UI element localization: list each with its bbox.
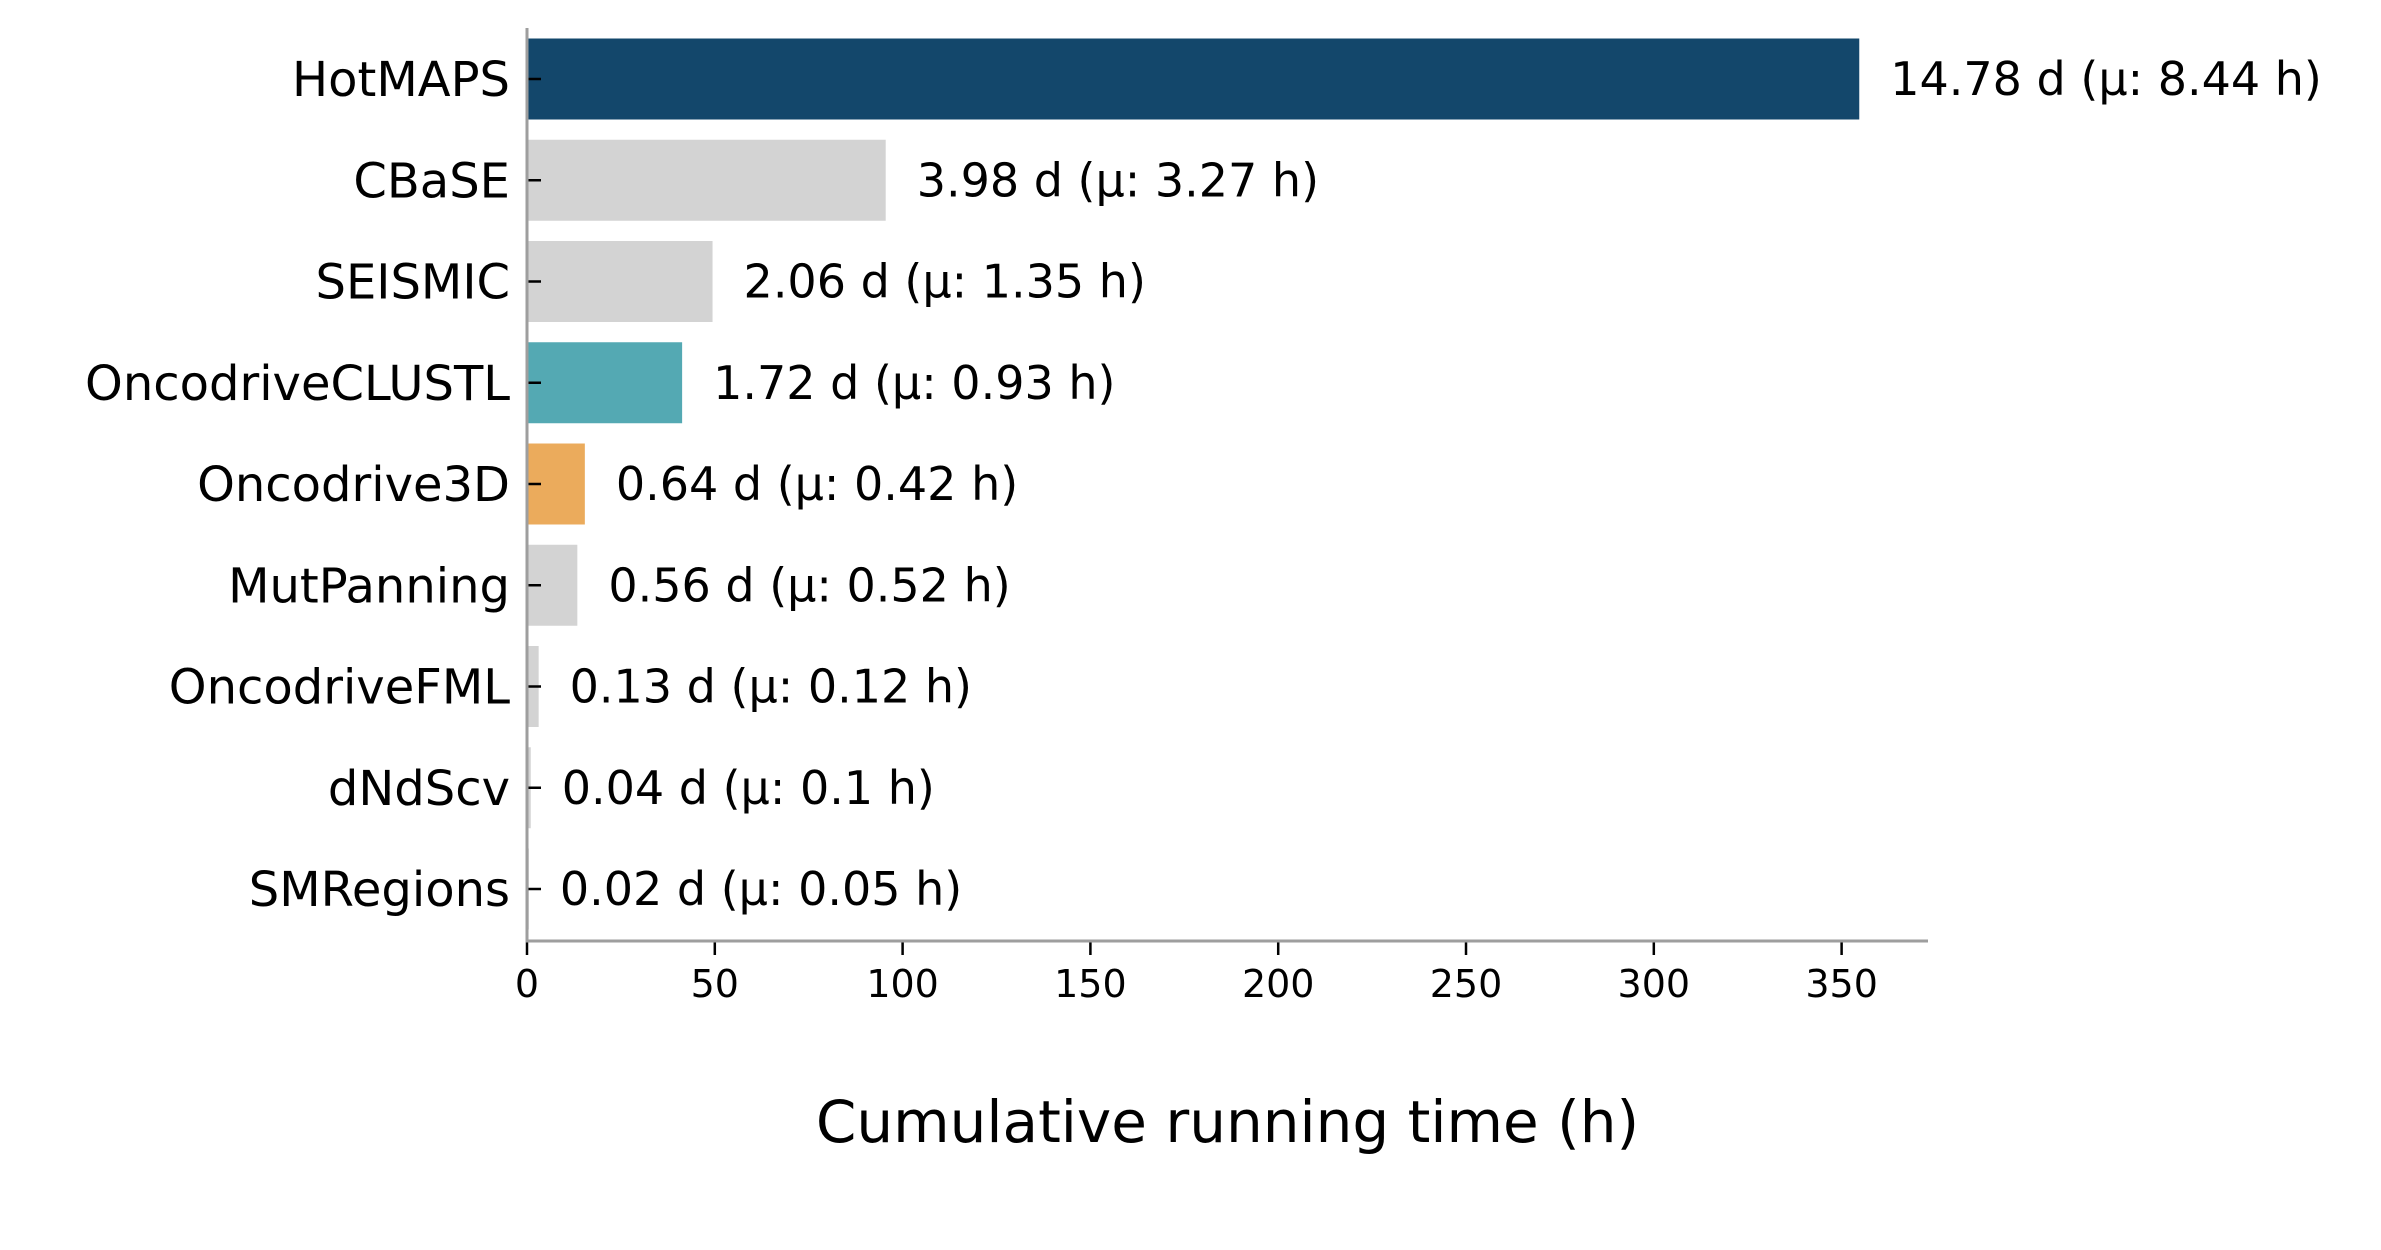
x-tick-label: 250 [1430,962,1503,1006]
x-tick-label: 150 [1054,962,1127,1006]
x-tick-label: 100 [866,962,939,1006]
x-axis-title: Cumulative running time (h) [816,1088,1639,1156]
category-label: dNdScv [328,761,510,817]
data-label: 1.72 d (μ: 0.93 h) [713,356,1115,410]
data-label: 3.98 d (μ: 3.27 h) [917,153,1319,207]
category-label: SEISMIC [315,255,510,311]
data-label: 0.02 d (μ: 0.05 h) [560,862,962,916]
bar-hotmaps [527,38,1860,120]
category-label: MutPanning [228,558,510,614]
category-label: OncodriveCLUSTL [85,356,510,412]
data-label: 0.64 d (μ: 0.42 h) [616,457,1018,511]
x-tick-label: 300 [1618,962,1691,1006]
data-label: 0.13 d (μ: 0.12 h) [570,660,972,714]
x-tick-label: 350 [1805,962,1878,1006]
category-label: OncodriveFML [169,660,510,716]
category-label: HotMAPS [292,52,510,108]
x-tick-label: 200 [1242,962,1315,1006]
category-labels: HotMAPS CBaSE SEISMIC OncodriveCLUSTL Oncodr… [85,52,510,918]
bar-cbase [527,139,886,221]
x-tick-label: 50 [691,962,739,1006]
data-label: 2.06 d (μ: 1.35 h) [744,255,1146,309]
data-labels: 14.78 d (μ: 8.44 h) 3.98 d (μ: 3.27 h) 2.0… [560,52,2322,916]
bar-oncodriveclustl [527,342,683,424]
data-label: 14.78 d (μ: 8.44 h) [1890,52,2322,106]
x-ticks: 0 50 100 150 200 250 300 350 [515,941,1878,1006]
category-label: SMRegions [249,862,510,918]
category-label: Oncodrive3D [197,457,510,513]
x-tick-label: 0 [515,962,539,1006]
data-label: 0.04 d (μ: 0.1 h) [562,761,935,815]
bar-seismic [527,241,713,322]
category-label: CBaSE [353,153,510,209]
data-label: 0.56 d (μ: 0.52 h) [608,558,1010,612]
